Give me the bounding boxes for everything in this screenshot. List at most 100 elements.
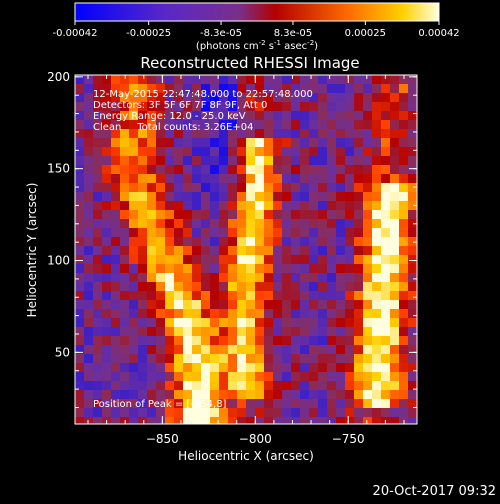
heatmap-cell xyxy=(75,219,85,229)
heatmap-cell xyxy=(111,336,121,346)
heatmap-cell xyxy=(309,192,319,202)
heatmap-cell xyxy=(309,102,319,112)
heatmap-cell xyxy=(390,363,400,373)
heatmap-cell xyxy=(336,399,346,409)
heatmap-cell xyxy=(93,219,103,229)
heatmap-cell xyxy=(219,318,229,328)
heatmap-cell xyxy=(282,174,292,184)
heatmap-cell xyxy=(219,363,229,373)
heatmap-cell xyxy=(309,84,319,94)
heatmap-cell xyxy=(390,390,400,400)
heatmap-cell xyxy=(201,192,211,202)
x-tick-label: −850 xyxy=(146,432,179,446)
heatmap-cell xyxy=(399,381,409,391)
heatmap-cell xyxy=(156,75,166,85)
heatmap-cell xyxy=(408,363,417,373)
heatmap-cell xyxy=(138,372,148,382)
heatmap-cell xyxy=(345,111,355,121)
heatmap-cell xyxy=(120,93,130,103)
heatmap-cell xyxy=(129,345,139,355)
heatmap-cell xyxy=(111,147,121,157)
heatmap-cell xyxy=(273,102,283,112)
heatmap-cell xyxy=(381,228,391,238)
heatmap-cell xyxy=(237,210,247,220)
heatmap-cell xyxy=(246,399,256,409)
heatmap-cell xyxy=(237,255,247,265)
heatmap-cell xyxy=(318,102,328,112)
heatmap-cell xyxy=(309,300,319,310)
heatmap-cell xyxy=(264,156,274,166)
heatmap-cell xyxy=(237,165,247,175)
heatmap-cell xyxy=(165,228,175,238)
heatmap-cell xyxy=(93,147,103,157)
heatmap-cell xyxy=(381,363,391,373)
heatmap-cell xyxy=(363,354,373,364)
heatmap-cell xyxy=(237,417,247,424)
heatmap-cell xyxy=(300,228,310,238)
heatmap-cell xyxy=(372,255,382,265)
heatmap-cell xyxy=(318,129,328,139)
heatmap-cell xyxy=(291,273,301,283)
heatmap-cell xyxy=(147,273,157,283)
heatmap-cell xyxy=(165,408,175,418)
heatmap-cell xyxy=(228,111,238,121)
heatmap-cell xyxy=(390,93,400,103)
heatmap-cell xyxy=(408,174,417,184)
heatmap-cell xyxy=(219,354,229,364)
heatmap-cell xyxy=(102,147,112,157)
heatmap-cell xyxy=(300,192,310,202)
heatmap-cell xyxy=(318,165,328,175)
heatmap-cell xyxy=(84,372,94,382)
heatmap-cell xyxy=(219,174,229,184)
heatmap-cell xyxy=(111,309,121,319)
heatmap-cell xyxy=(93,93,103,103)
heatmap-cell xyxy=(408,237,417,247)
heatmap-cell xyxy=(192,327,202,337)
heatmap-cell xyxy=(129,282,139,292)
heatmap-cell xyxy=(84,264,94,274)
heatmap-cell xyxy=(210,210,220,220)
heatmap-cell xyxy=(129,120,139,130)
heatmap-cell xyxy=(228,309,238,319)
heatmap-cell xyxy=(165,84,175,94)
heatmap-cell xyxy=(318,363,328,373)
heatmap-cell xyxy=(237,372,247,382)
heatmap-cell xyxy=(363,219,373,229)
heatmap-cell xyxy=(246,291,256,301)
heatmap-cell xyxy=(336,345,346,355)
heatmap-cell xyxy=(354,327,364,337)
heatmap-cell xyxy=(282,408,292,418)
heatmap-cell xyxy=(381,102,391,112)
heatmap-cell xyxy=(264,84,274,94)
heatmap-cell xyxy=(300,210,310,220)
heatmap-cell xyxy=(318,372,328,382)
heatmap-cell xyxy=(354,381,364,391)
heatmap-cell xyxy=(165,111,175,121)
heatmap-cell xyxy=(75,183,85,193)
heatmap-cell xyxy=(237,219,247,229)
heatmap-cell xyxy=(363,183,373,193)
heatmap-cell xyxy=(327,354,337,364)
heatmap-cell xyxy=(102,408,112,418)
heatmap-cell xyxy=(291,93,301,103)
heatmap-cell xyxy=(291,372,301,382)
heatmap-cell xyxy=(255,246,265,256)
heatmap-cell xyxy=(93,336,103,346)
heatmap-cell xyxy=(84,300,94,310)
heatmap-cell xyxy=(147,219,157,229)
heatmap-cell xyxy=(273,75,283,85)
heatmap-cell xyxy=(300,246,310,256)
heatmap-cell xyxy=(282,417,292,424)
heatmap-cell xyxy=(111,192,121,202)
colorbar-strip xyxy=(74,2,440,22)
heatmap-cell xyxy=(345,381,355,391)
heatmap-cell xyxy=(318,147,328,157)
heatmap-cell xyxy=(120,336,130,346)
heatmap-cell xyxy=(201,390,211,400)
heatmap-cell xyxy=(264,354,274,364)
heatmap-cell xyxy=(390,183,400,193)
heatmap-cell xyxy=(210,129,220,139)
heatmap-cell xyxy=(129,408,139,418)
heatmap-cell xyxy=(228,183,238,193)
heatmap-cell xyxy=(210,273,220,283)
